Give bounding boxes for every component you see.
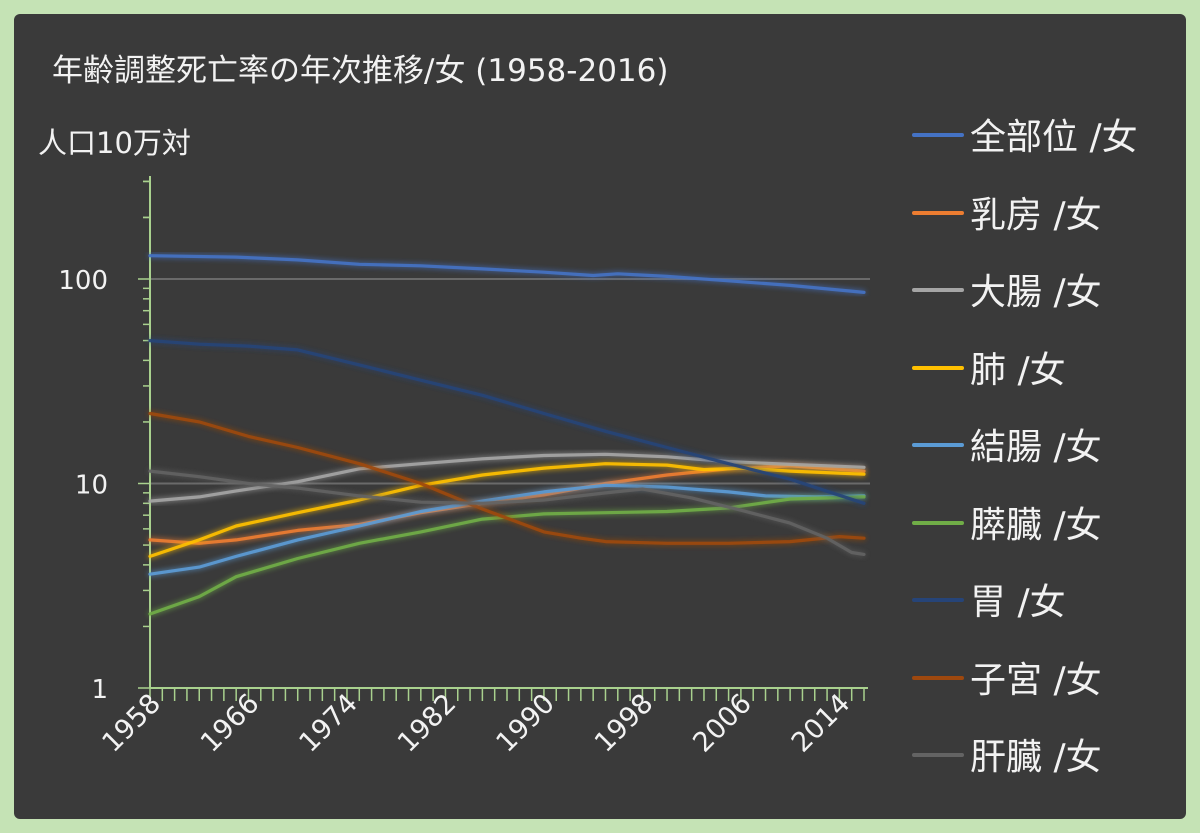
- legend-item: 肝臓 /女: [906, 728, 1176, 778]
- legend-swatch: [912, 133, 964, 137]
- chart-title: 年齢調整死亡率の年次推移/女 (1958-2016): [52, 53, 669, 89]
- series-line-3: [148, 452, 866, 503]
- x-tick-label: 1974: [293, 688, 364, 759]
- legend-label: 胃 /女: [970, 582, 1066, 623]
- legend-swatch: [912, 288, 964, 292]
- legend-label: 乳房 /女: [970, 194, 1102, 236]
- x-tick-label: 1966: [195, 688, 266, 759]
- x-tick-label: 1990: [490, 688, 561, 759]
- legend-swatch: [912, 675, 964, 680]
- legend-item: 膵臓 /女: [906, 496, 1176, 546]
- legend-swatch: [912, 210, 964, 215]
- series-line-4: [148, 462, 866, 558]
- legend-swatch: [912, 365, 964, 370]
- legend-item: 胃 /女: [906, 573, 1176, 623]
- legend-swatch: [912, 520, 964, 525]
- x-tick-label: 1982: [392, 688, 463, 759]
- legend-item: 結腸 /女: [906, 418, 1176, 468]
- legend-label: 膵臓 /女: [970, 504, 1102, 546]
- legend-item: 肺 /女: [906, 341, 1176, 391]
- legend-label: 肝臓 /女: [970, 737, 1102, 778]
- legend-item: 子宮 /女: [906, 651, 1176, 701]
- legend-item: 全部位 /女: [906, 108, 1176, 158]
- legend-swatch: [912, 598, 964, 602]
- series-line-9: [148, 469, 866, 556]
- y-axis-unit-label: 人口10万対: [38, 126, 191, 160]
- series-line-8: [148, 411, 866, 545]
- legend-item: 乳房 /女: [906, 186, 1176, 236]
- legend-item: 大腸 /女: [906, 263, 1176, 313]
- y-tick-label: 100: [58, 266, 108, 296]
- legend-label: 子宮 /女: [970, 659, 1102, 701]
- series-line-1: [148, 254, 866, 294]
- series-line-7: [148, 339, 866, 505]
- chart-frame: [14, 14, 1186, 819]
- x-tick-label: 2006: [687, 688, 758, 759]
- legend-label: 結腸 /女: [970, 427, 1102, 468]
- y-tick-label: 10: [75, 471, 108, 501]
- legend-label: 大腸 /女: [970, 272, 1102, 313]
- series-line-5: [148, 483, 866, 576]
- legend-swatch: [912, 753, 964, 757]
- legend-swatch: [912, 443, 964, 447]
- x-tick-label: 2014: [786, 688, 857, 759]
- legend-label: 肺 /女: [970, 349, 1066, 391]
- y-tick-label: 1: [91, 675, 108, 705]
- legend-label: 全部位 /女: [970, 117, 1138, 158]
- x-tick-label: 1998: [589, 688, 660, 759]
